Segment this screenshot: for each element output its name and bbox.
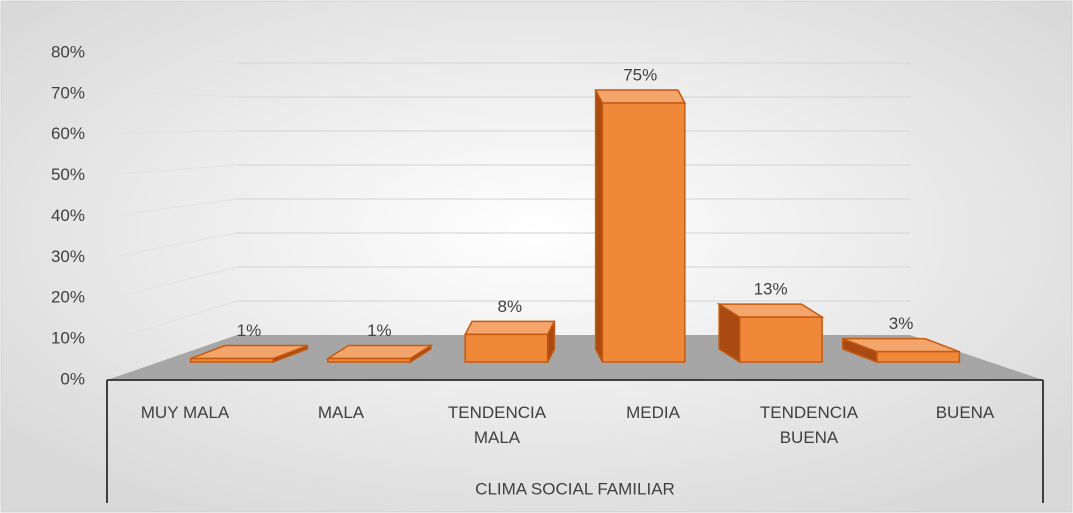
x-tick-label: BUENA [935,403,995,422]
bar [716,302,825,364]
value-label: 8% [498,297,523,316]
grid-line [119,300,238,338]
y-tick-label: 0% [60,369,85,388]
grid-line [119,164,238,175]
value-label: 75% [623,65,657,84]
y-tick-label: 20% [51,288,85,307]
grid-line [119,266,238,297]
bar-top [463,320,556,336]
bar [463,320,556,363]
bar-side [594,89,604,363]
grid-line [119,91,238,98]
grid-line [119,198,238,216]
x-tick-label: MEDIA [626,403,680,422]
value-label: 1% [367,321,392,340]
value-label: 13% [754,280,788,299]
bar [189,344,309,364]
y-tick-label: 80% [51,42,85,61]
y-tick-label: 70% [51,83,85,102]
y-tick-label: 50% [51,165,85,184]
y-tick-label: 60% [51,124,85,143]
bar-front [876,350,961,363]
x-tick-label: MALA [317,403,365,422]
axis-title: CLIMA SOCIAL FAMILIAR [475,479,675,498]
bar [594,89,687,363]
bar [325,344,434,364]
bar-top [594,89,687,104]
bar-front [738,316,823,363]
bar-front [189,357,274,363]
grid-line [119,232,238,256]
y-tick-label: 30% [51,247,85,266]
value-label: 3% [889,314,914,333]
x-tick-label: MUY MALA [140,403,230,422]
grid-line [119,50,238,64]
y-tick-label: 40% [51,206,85,225]
grid-line [119,130,238,134]
x-tick-label: TENDENCIA BUENA [759,403,859,447]
bar-front [601,102,686,363]
value-label: 1% [237,321,262,340]
bar-front [464,333,549,363]
bar [841,337,961,364]
y-tick-label: 10% [51,329,85,348]
x-tick-label: TENDENCIA MALA [447,403,547,447]
bar-front [327,357,412,363]
